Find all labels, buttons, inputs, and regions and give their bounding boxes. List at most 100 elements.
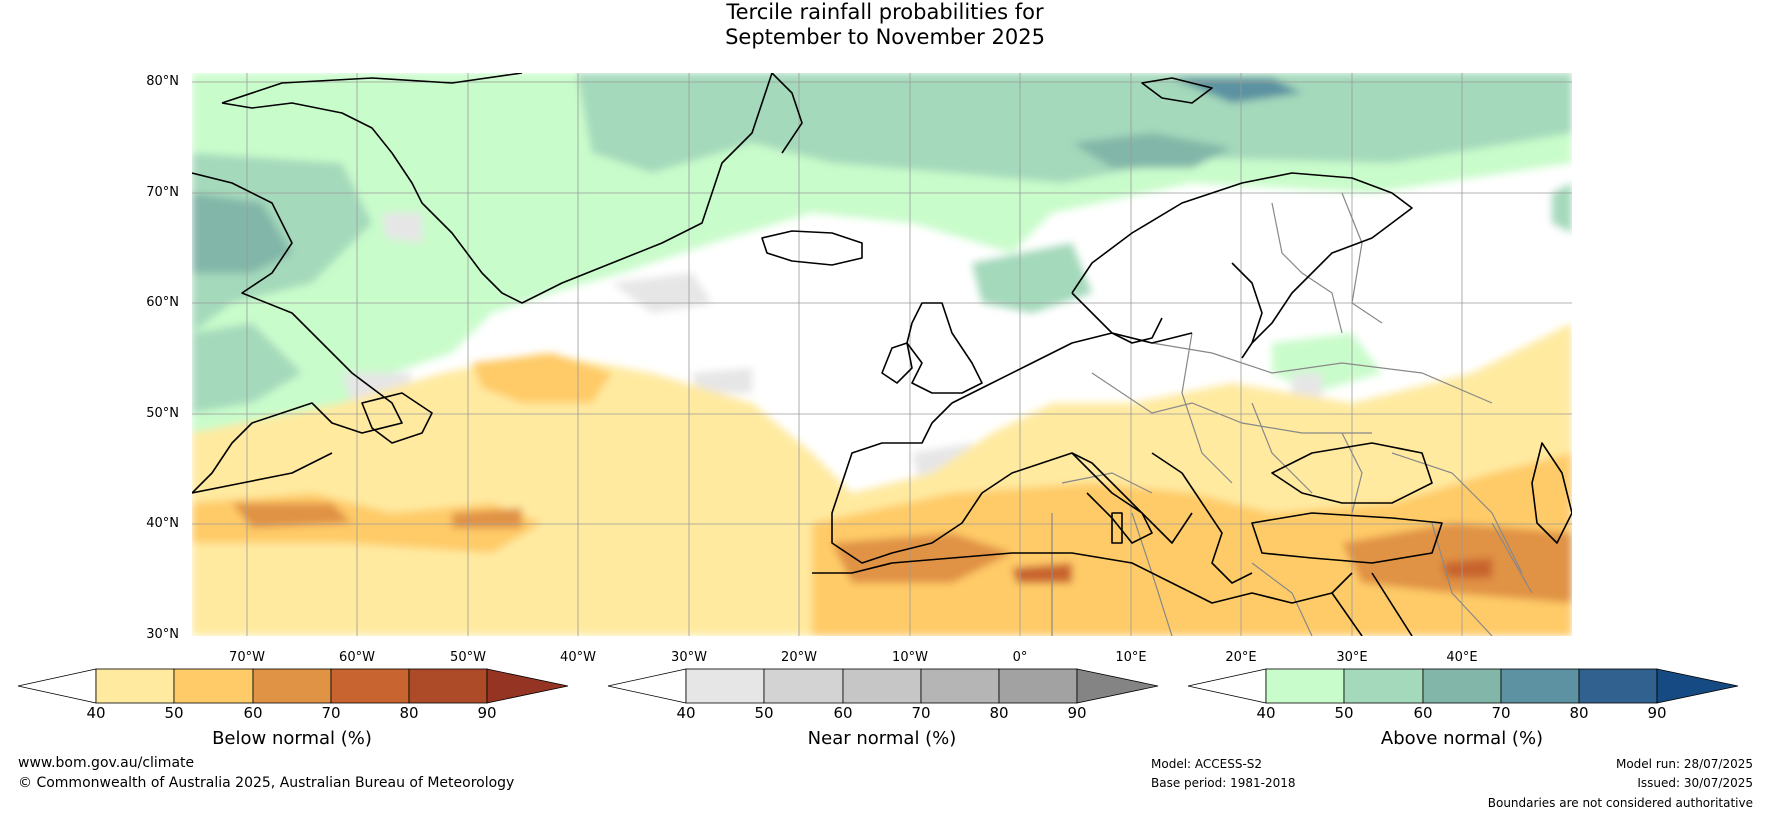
colorbar-segment bbox=[330, 668, 410, 704]
colorbar-tick: 60 bbox=[833, 704, 853, 722]
colorbar-segment bbox=[920, 668, 1000, 704]
copyright-text: © Commonwealth of Australia 2025, Austra… bbox=[18, 775, 515, 791]
colorbar-segment bbox=[408, 668, 488, 704]
lon-label: 50°W bbox=[450, 650, 486, 665]
colorbar-tick: 90 bbox=[1067, 704, 1087, 722]
colorbar-segment bbox=[17, 668, 97, 704]
coastline-canada bbox=[192, 172, 403, 494]
below-normal-region bbox=[1012, 563, 1072, 583]
coastline-red-sea bbox=[1331, 572, 1413, 636]
rainfall-probability-map bbox=[192, 73, 1572, 636]
colorbar-tick: 40 bbox=[1256, 704, 1276, 722]
lon-label: 40°W bbox=[560, 650, 596, 665]
lon-label: 40°E bbox=[1446, 650, 1478, 665]
issued-text: Issued: 30/07/2025 bbox=[1637, 776, 1753, 790]
lat-label: 70°N bbox=[146, 185, 179, 200]
coastline-europe-west bbox=[831, 332, 1193, 564]
colorbar-tick: 90 bbox=[477, 704, 497, 722]
colorbar-title-near-normal: Near normal (%) bbox=[807, 728, 957, 749]
colorbar-segment bbox=[486, 668, 569, 704]
model-run-text: Model run: 28/07/2025 bbox=[1615, 757, 1753, 771]
lon-label: 60°W bbox=[339, 650, 375, 665]
colorbar-segment bbox=[95, 668, 175, 704]
colorbar-tick: 80 bbox=[399, 704, 419, 722]
lon-label: 70°W bbox=[229, 650, 265, 665]
near-normal-region bbox=[382, 213, 422, 243]
colorbar-segment bbox=[1265, 668, 1345, 704]
coastline-greenland-east bbox=[771, 73, 803, 154]
colorbar-segment bbox=[252, 668, 332, 704]
below-normal-region bbox=[472, 353, 612, 403]
disclaimer-text: Boundaries are not considered authoritat… bbox=[1487, 796, 1753, 810]
colorbar-above-normal-graphic bbox=[1187, 668, 1739, 704]
near-normal-region bbox=[692, 368, 752, 393]
colorbar-near-normal-graphic bbox=[607, 668, 1159, 704]
colorbar-tick: 70 bbox=[321, 704, 341, 722]
lon-label: 30°W bbox=[671, 650, 707, 665]
colorbar-segment bbox=[607, 668, 687, 704]
probability-shading bbox=[192, 73, 1572, 636]
colorbar-segment bbox=[173, 668, 254, 704]
model-text: Model: ACCESS-S2 bbox=[1151, 757, 1263, 771]
lon-label: 0° bbox=[1012, 650, 1028, 665]
colorbar-below-normal bbox=[17, 668, 569, 704]
near-normal-region bbox=[612, 273, 712, 313]
colorbar-tick: 60 bbox=[1413, 704, 1433, 722]
colorbar-tick: 80 bbox=[1569, 704, 1589, 722]
lon-label: 10°E bbox=[1115, 650, 1147, 665]
above-normal-region bbox=[577, 73, 1572, 183]
colorbar-above-normal bbox=[1187, 668, 1739, 704]
above-normal-region bbox=[192, 193, 292, 273]
colorbar-segment bbox=[842, 668, 922, 704]
coastline-balkans bbox=[1151, 452, 1253, 584]
coastline-scandinavia bbox=[1071, 172, 1413, 359]
coastline-black-sea bbox=[1271, 442, 1433, 504]
coastline-italy bbox=[1071, 452, 1153, 544]
coastline-great-britain bbox=[906, 302, 983, 394]
coastlines bbox=[192, 73, 1572, 636]
colorbar-segment bbox=[1578, 668, 1658, 704]
lat-label: 50°N bbox=[146, 406, 179, 421]
above-normal-region bbox=[1552, 183, 1572, 233]
colorbar-tick: 80 bbox=[989, 704, 1009, 722]
colorbar-segment bbox=[1076, 668, 1159, 704]
colorbar-below-normal-graphic bbox=[17, 668, 569, 704]
website-link[interactable]: www.bom.gov.au/climate bbox=[18, 755, 195, 771]
above-normal-region bbox=[1272, 333, 1382, 393]
colorbar-tick: 90 bbox=[1647, 704, 1667, 722]
above-normal-region bbox=[192, 73, 1572, 493]
colorbar-segment bbox=[1343, 668, 1424, 704]
lon-label: 30°E bbox=[1336, 650, 1368, 665]
coastline-ireland bbox=[881, 342, 913, 384]
lon-label: 10°W bbox=[892, 650, 928, 665]
map-canvas bbox=[192, 73, 1572, 636]
lon-label: 20°W bbox=[781, 650, 817, 665]
colorbar-segment bbox=[1500, 668, 1580, 704]
coastline-svalbard bbox=[1141, 77, 1213, 104]
below-normal-region bbox=[232, 503, 352, 528]
lat-label: 60°N bbox=[146, 295, 179, 310]
coastline-north-africa bbox=[812, 552, 1353, 604]
title-line-1: Tercile rainfall probabilities for bbox=[726, 0, 1044, 24]
colorbar-tick: 50 bbox=[1334, 704, 1354, 722]
coastline-turkey bbox=[1251, 512, 1443, 564]
map-title: Tercile rainfall probabilities for Septe… bbox=[0, 0, 1770, 50]
below-normal-region bbox=[452, 508, 522, 528]
lat-label: 30°N bbox=[146, 627, 179, 642]
below-normal-region bbox=[812, 453, 1572, 636]
coastline-canada-south bbox=[192, 452, 333, 494]
lon-label: 20°E bbox=[1225, 650, 1257, 665]
colorbar-title-below-normal: Below normal (%) bbox=[212, 728, 372, 749]
lat-label: 40°N bbox=[146, 516, 179, 531]
colorbar-near-normal bbox=[607, 668, 1159, 704]
colorbar-tick: 40 bbox=[676, 704, 696, 722]
title-line-2: September to November 2025 bbox=[725, 25, 1045, 49]
above-normal-region bbox=[1172, 78, 1302, 103]
above-normal-region bbox=[972, 243, 1092, 313]
colorbar-segment bbox=[685, 668, 765, 704]
colorbar-tick: 40 bbox=[86, 704, 106, 722]
coastline-iceland bbox=[761, 230, 863, 266]
colorbar-segment bbox=[763, 668, 844, 704]
colorbar-tick: 70 bbox=[911, 704, 931, 722]
lat-label: 80°N bbox=[146, 74, 179, 89]
